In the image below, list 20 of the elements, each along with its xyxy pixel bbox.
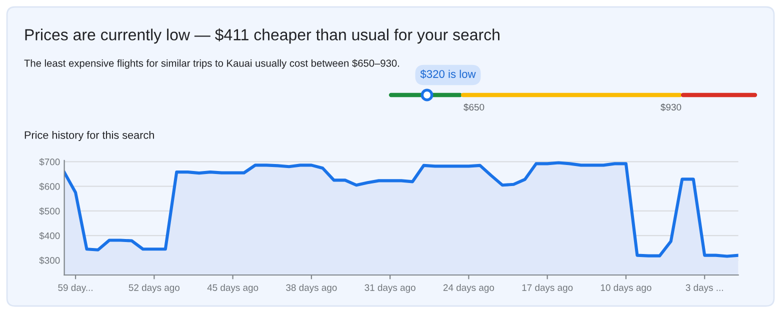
y-tick-label: $400: [39, 232, 60, 240]
x-tick-label: 52 days ago: [128, 284, 180, 293]
x-tick-label: 10 days ago: [600, 284, 652, 293]
text: $930: [660, 103, 682, 112]
text: $650: [464, 103, 484, 112]
chart-title: Price history for this search: [24, 130, 154, 142]
y-tick-label: $700: [39, 158, 60, 166]
text: The least expensive flights for similar trips to Kauai usually cost between $650–930.: [24, 59, 399, 69]
y-tick-label: $500: [39, 207, 60, 216]
y-tick-label: $300: [39, 256, 60, 264]
x-tick-label: 59 day...: [58, 284, 92, 293]
x-tick-label: 45 days ago: [207, 284, 258, 293]
x-tick-label: 24 days ago: [443, 284, 494, 293]
x-tick-label: 3 days ...: [686, 284, 723, 293]
x-tick-label: 17 days ago: [522, 284, 573, 293]
y-tick-label: $600: [39, 182, 60, 190]
x-tick-label: 31 days ago: [364, 284, 416, 293]
text: Prices are currently low — $411 cheaper than usual for your search: [25, 28, 500, 44]
x-tick-label: 38 days ago: [286, 284, 337, 293]
text: $320 is low: [420, 70, 476, 79]
